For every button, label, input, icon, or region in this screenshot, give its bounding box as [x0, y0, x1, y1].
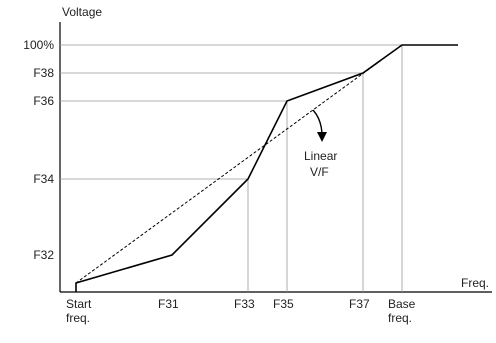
annotation-text: Linear V/F	[304, 149, 337, 179]
y-tick-label-f34: F34	[33, 172, 54, 186]
x-tick-label-f37: F37	[349, 297, 370, 311]
tick-labels: F32 F34 F36 F38 100% Start freq. F31 F33 F35 F37 Ba…	[23, 5, 489, 325]
axes	[59, 22, 492, 293]
y-tick-label-f32: F32	[33, 248, 54, 262]
y-tick-label-100: 100%	[23, 38, 54, 52]
x-tick-label-start: Start freq.	[66, 297, 92, 325]
x-tick-label-f35: F35	[273, 297, 294, 311]
y-tick-label-f38: F38	[33, 66, 54, 80]
linear-vf-line	[75, 44, 403, 284]
x-tick-label-base: Base freq.	[388, 297, 416, 325]
x-tick-label-f31: F31	[158, 297, 179, 311]
annotation: Linear V/F	[304, 109, 337, 179]
series-lines	[75, 44, 458, 292]
x-tick-label-f33: F33	[234, 297, 255, 311]
y-axis-title: Voltage	[62, 5, 102, 19]
annotation-arrowhead	[317, 132, 327, 142]
x-axis-title: Freq.	[461, 276, 489, 290]
guide-lines	[60, 44, 403, 292]
vf-curve-line	[75, 44, 458, 292]
y-tick-label-f36: F36	[33, 94, 54, 108]
